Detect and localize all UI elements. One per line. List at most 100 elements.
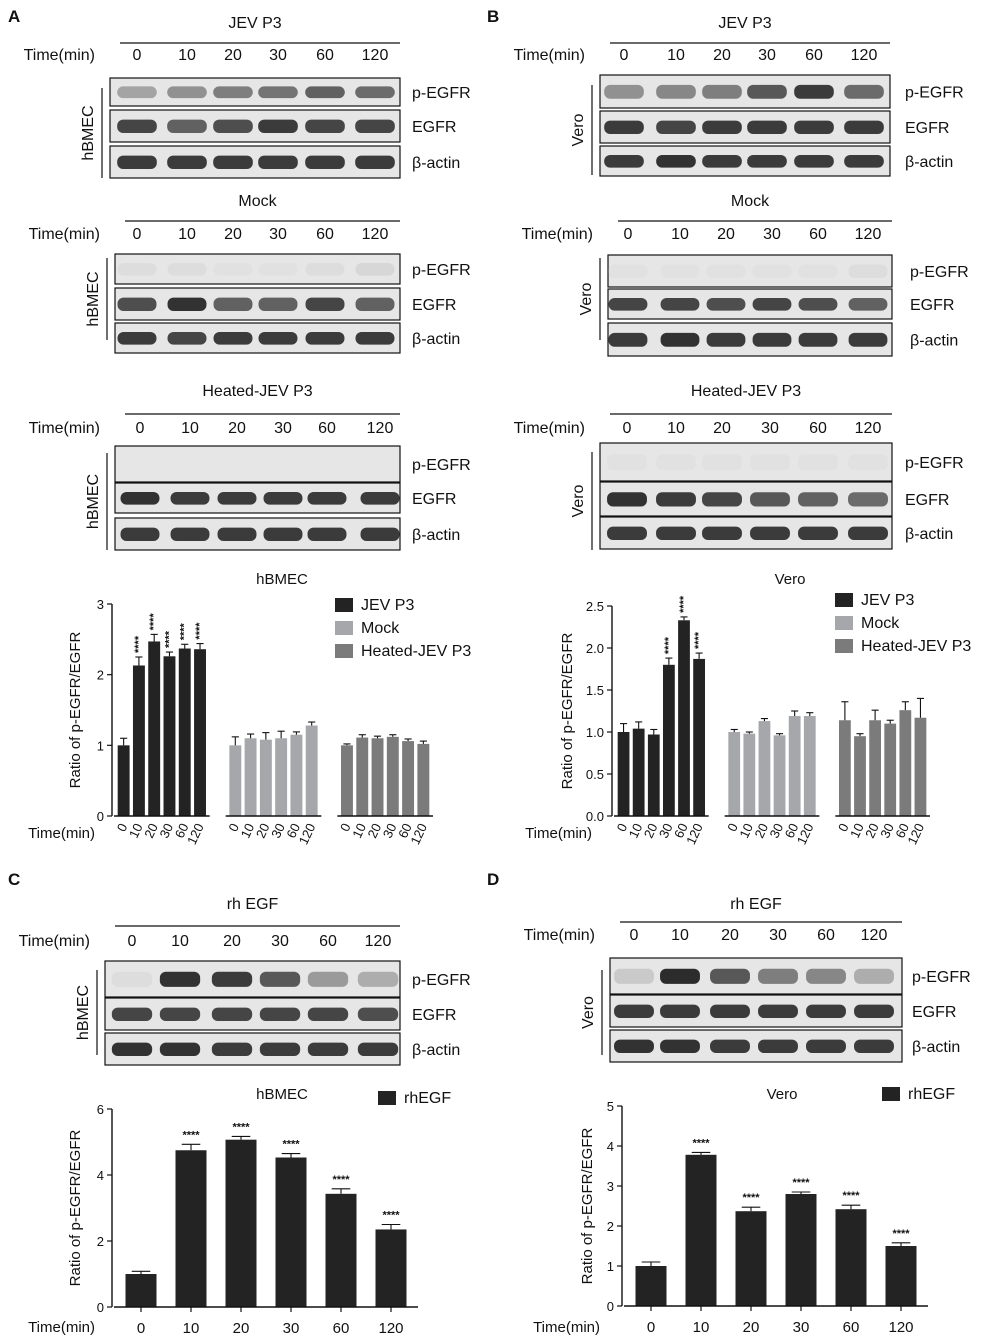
chart-d-sig-3: **** bbox=[792, 1177, 810, 1189]
blot-0-time-30: 30 bbox=[269, 47, 287, 64]
blot-4-membrane-2 bbox=[114, 517, 401, 551]
chart-a-ytick-2: 2 bbox=[97, 668, 104, 683]
blot-0-time-120: 120 bbox=[362, 47, 389, 64]
chart-b-xtick-2-5: 120 bbox=[904, 821, 927, 847]
chart-b-xtick-1-3: 30 bbox=[767, 821, 787, 840]
blot-2-condition-title: Mock bbox=[238, 193, 277, 210]
blot-7-band-1-5 bbox=[854, 1004, 894, 1019]
chart-c-xtick-1: 10 bbox=[183, 1320, 200, 1337]
chart-b-bar-1-3 bbox=[773, 735, 786, 816]
chart-a-ytick-1: 1 bbox=[97, 738, 104, 753]
chart-a-xtick-1-3: 30 bbox=[268, 821, 288, 840]
chart-d-xtick-5: 120 bbox=[888, 1319, 913, 1336]
blot-2-band-1-1 bbox=[167, 297, 207, 312]
blot-1-band-2-3 bbox=[747, 155, 787, 168]
chart-a-xtick-1-4: 60 bbox=[283, 821, 303, 840]
blot-3-membrane-1 bbox=[607, 288, 893, 320]
chart-c-sig-4: **** bbox=[332, 1174, 350, 1186]
blot-7-time-label: Time(min) bbox=[524, 927, 595, 944]
blot-6-membrane-2 bbox=[104, 1032, 401, 1066]
blot-1-band-1-1 bbox=[656, 120, 696, 135]
blot-5-band-0-2 bbox=[702, 454, 742, 471]
blot-2-band-1-5 bbox=[355, 297, 395, 312]
blot-3-band-label-0: p-EGFR bbox=[910, 264, 969, 281]
blot-2-time-10: 10 bbox=[178, 226, 196, 243]
chart-c-sig-3: **** bbox=[282, 1139, 300, 1151]
blot-2-band-1-2 bbox=[213, 297, 253, 312]
blot-6-band-0-3 bbox=[259, 971, 301, 987]
blot-1-band-0-1 bbox=[656, 84, 696, 99]
blot-5-band-2-3 bbox=[750, 526, 790, 541]
blot-0-band-0-4 bbox=[305, 86, 345, 99]
blot-1-time-20: 20 bbox=[713, 47, 731, 64]
blot-0-time-60: 60 bbox=[316, 47, 334, 64]
chart-c-bar-0-2 bbox=[225, 1139, 257, 1307]
blot-4-band-1-1 bbox=[170, 492, 210, 505]
chart-a-sig-0-1: **** bbox=[133, 635, 145, 653]
chart-b-bar-0-0 bbox=[617, 732, 630, 816]
chart-a-legend-label-2: Heated-JEV P3 bbox=[361, 643, 471, 660]
blot-2-band-0-0 bbox=[117, 263, 157, 276]
blot-2-membrane-1 bbox=[114, 287, 401, 321]
panel-label-a: A bbox=[8, 7, 20, 26]
chart-a-xtick-1-2: 20 bbox=[253, 821, 273, 840]
blot-7-band-2-1 bbox=[660, 1039, 700, 1054]
chart-b-xtick-0-5: 120 bbox=[683, 821, 706, 847]
chart-a-xtick-2-4: 60 bbox=[395, 821, 415, 840]
chart-d-legend-label-0: rhEGF bbox=[908, 1086, 955, 1103]
blot-4-band-1-4 bbox=[307, 492, 347, 505]
chart-a-legend-swatch-2 bbox=[335, 644, 353, 658]
blot-2-band-2-1 bbox=[167, 332, 207, 345]
blot-5-band-label-2: β-actin bbox=[905, 526, 953, 543]
blot-0-band-2-2 bbox=[213, 155, 253, 170]
chart-d-xtick-1: 10 bbox=[693, 1319, 710, 1336]
blot-5-band-0-1 bbox=[656, 454, 696, 471]
chart-b-bar-0-2 bbox=[647, 734, 660, 816]
blot-5-band-1-3 bbox=[750, 492, 790, 507]
blot-3-band-0-1 bbox=[660, 264, 700, 279]
chart-a-legend-label-1: Mock bbox=[361, 620, 400, 637]
chart-a-bar-2-1 bbox=[356, 737, 369, 816]
chart-a-xtick-0-4: 60 bbox=[172, 821, 192, 840]
blot-1-membrane-0 bbox=[599, 74, 891, 109]
blot-3-band-0-3 bbox=[752, 264, 792, 279]
blot-1-time-120: 120 bbox=[851, 47, 878, 64]
blot-7-band-label-0: p-EGFR bbox=[912, 969, 971, 986]
blot-5-cell-label: Vero bbox=[570, 484, 587, 517]
chart-b-xtick-0-4: 60 bbox=[671, 821, 691, 840]
blot-3-band-1-4 bbox=[798, 298, 838, 311]
blot-4-time-120: 120 bbox=[367, 420, 394, 437]
chart-a-title: hBMEC bbox=[256, 571, 308, 588]
blot-0-band-label-1: EGFR bbox=[412, 119, 456, 136]
chart-d-bar-0-4 bbox=[835, 1209, 867, 1306]
chart-a-x-label: Time(min) bbox=[28, 825, 95, 842]
blot-5-band-1-1 bbox=[656, 492, 696, 507]
blot-5-condition-title: Heated-JEV P3 bbox=[691, 383, 801, 400]
chart-c-bar-0-1 bbox=[175, 1150, 207, 1307]
blot-7-band-2-2 bbox=[710, 1039, 750, 1054]
blot-7-band-0-4 bbox=[806, 968, 846, 984]
blot-2-band-1-0 bbox=[117, 297, 157, 312]
chart-a-bar-0-1 bbox=[132, 665, 145, 816]
blot-5-band-0-3 bbox=[750, 454, 790, 471]
chart-c-sig-2: **** bbox=[232, 1121, 250, 1133]
chart-b-y-label: Ratio of p-EGFR/EGFR bbox=[559, 632, 576, 789]
blot-3-time-30: 30 bbox=[763, 226, 781, 243]
blot-1-band-0-2 bbox=[702, 84, 742, 99]
blot-3-band-2-1 bbox=[660, 332, 700, 347]
blot-1-band-0-3 bbox=[747, 84, 787, 99]
blot-0-band-2-4 bbox=[305, 155, 345, 170]
blot-0-band-1-0 bbox=[117, 119, 157, 134]
blot-3-membrane-2 bbox=[607, 322, 893, 357]
blot-4-band-2-5 bbox=[360, 527, 400, 542]
blot-2-band-2-4 bbox=[305, 332, 345, 345]
chart-d-ytick-0: 0 bbox=[607, 1299, 614, 1314]
blot-7-cell-label: Vero bbox=[580, 996, 597, 1029]
chart-a-legend-label-0: JEV P3 bbox=[361, 597, 414, 614]
blot-6-band-2-1 bbox=[159, 1042, 201, 1057]
chart-c-bar-0-4 bbox=[325, 1193, 357, 1307]
blot-5-membrane-1 bbox=[599, 481, 893, 517]
chart-a-bar-0-0 bbox=[117, 745, 130, 816]
blot-5-band-label-1: EGFR bbox=[905, 492, 949, 509]
blot-6-cell-label: hBMEC bbox=[75, 985, 92, 1040]
